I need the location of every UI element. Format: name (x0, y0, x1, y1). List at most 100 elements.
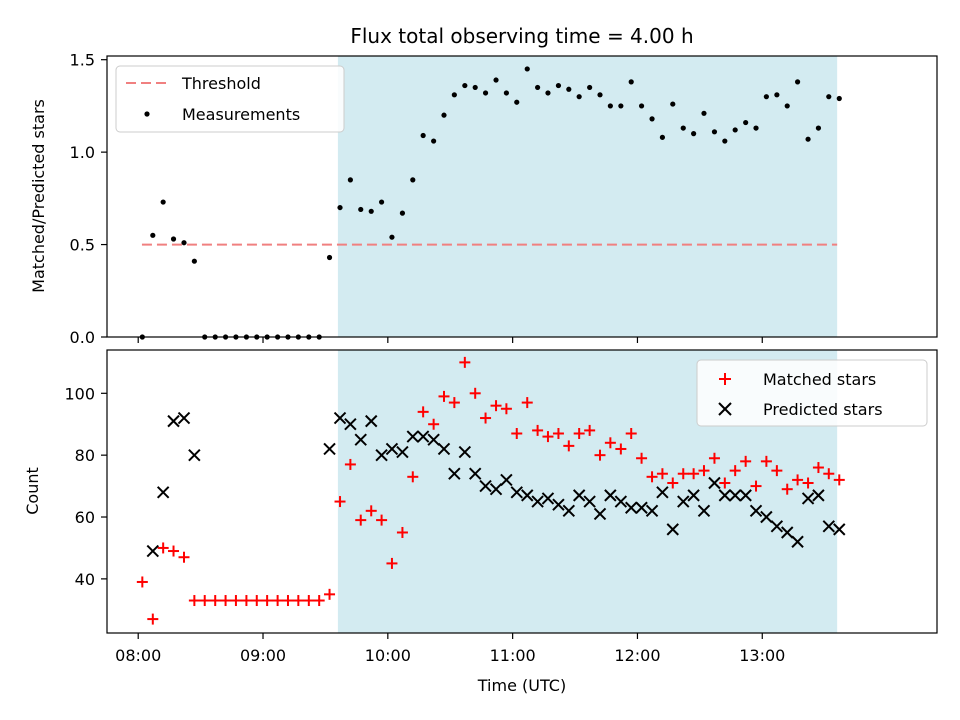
matched-star-point (344, 458, 356, 470)
measurement-point (378, 199, 385, 205)
matched-star-point (719, 477, 731, 489)
top-axis-ticks: 0.0 0.5 1.0 1.5 (70, 51, 763, 347)
predicted-star-point (572, 489, 586, 502)
measurement-point (399, 210, 406, 216)
matched-star-point (636, 452, 648, 464)
threshold-legend-label: Threshold (181, 74, 261, 93)
matched-star-point (667, 477, 679, 489)
predicted-star-point (593, 507, 607, 521)
measurement-point (638, 103, 645, 109)
matched-star-point (292, 595, 304, 607)
matched-star-point (199, 595, 211, 607)
predicted-star-point (468, 467, 482, 480)
x-tick-label: 13:00 (739, 646, 785, 665)
matched-star-point (625, 428, 637, 440)
predicted-star-point (677, 495, 690, 508)
matched-star-point (573, 428, 585, 440)
predicted-star-point (728, 489, 742, 502)
top-y-tick-label: 1.0 (70, 143, 95, 162)
matched-star-point (136, 576, 148, 588)
matched-star-point (771, 465, 783, 477)
measurement-point (524, 66, 530, 72)
predicted-star-point (791, 535, 804, 548)
measurement-point (743, 119, 749, 126)
measurement-point (576, 94, 582, 100)
matched-star-point (147, 613, 159, 625)
measurements-legend-label: Measurements (182, 105, 300, 124)
measurement-point (618, 103, 624, 109)
top-shaded-span (337, 56, 838, 337)
matched-star-point (615, 443, 627, 455)
matched-star-point (812, 462, 824, 474)
measurement-point (358, 206, 364, 213)
matched-star-point (740, 455, 752, 467)
matched-star-point (781, 483, 793, 495)
bottom-y-tick-label: 80 (75, 446, 95, 465)
measurement-point (160, 199, 166, 205)
measurement-point (389, 234, 395, 240)
predicted-star-point (583, 495, 596, 508)
predicted-star-point (645, 504, 659, 518)
matched-star-point (480, 412, 492, 424)
predicted-star-point (489, 482, 503, 496)
matched-star-point (157, 542, 169, 554)
predicted-stars-legend-swatch (718, 402, 732, 416)
measurement-point (337, 204, 343, 211)
top-panel: 0.0 0.5 1.0 1.5 Matched/Predicted stars Thr… (29, 51, 938, 347)
predicted-star-point (708, 476, 721, 490)
matched-star-point (500, 403, 512, 415)
matched-star-point (823, 468, 835, 480)
measurement-point (753, 125, 759, 131)
matched-star-point (240, 595, 252, 607)
predicted-star-point (760, 510, 773, 524)
matched-star-point (417, 406, 429, 418)
predicted-star-point (812, 489, 825, 502)
predicted-star-point (177, 411, 191, 425)
matched-star-point (209, 595, 221, 607)
predicted-star-point (416, 430, 430, 443)
measurement-point (711, 129, 718, 135)
measurement-point (326, 254, 333, 261)
predicted-star-point (562, 504, 576, 518)
measurement-point (431, 138, 437, 144)
top-y-tick-label: 0.5 (70, 236, 95, 255)
matched-star-point (594, 449, 606, 461)
measurement-point (170, 236, 177, 242)
predicted-star-point (458, 445, 472, 459)
matched-star-point (729, 465, 741, 477)
predicted-star-point (656, 486, 669, 499)
matched-stars-legend-label: Matched stars (763, 370, 876, 389)
predicted-star-point (614, 495, 628, 508)
measurement-point (701, 110, 707, 116)
predicted-star-point (510, 486, 523, 499)
measurement-point (628, 79, 634, 85)
matched-star-point (324, 588, 336, 600)
measurement-point (587, 84, 593, 91)
measurement-point (607, 103, 613, 109)
predicted-star-point (479, 479, 492, 493)
matched-star-point (261, 595, 273, 607)
bottom-y-tick-label: 60 (75, 508, 95, 527)
matched-star-point (282, 595, 294, 607)
predicted-stars-points (146, 411, 846, 558)
matched-star-point (833, 474, 845, 486)
measurement-point (462, 82, 468, 89)
top-axes-frame (106, 55, 938, 338)
bottom-legend-box (696, 359, 928, 427)
matched-star-point (656, 468, 668, 480)
predicted-star-point (156, 486, 170, 499)
measurement-point (493, 77, 499, 83)
predicted-star-point (635, 501, 648, 514)
matched-star-point (272, 595, 284, 607)
measurement-point (649, 116, 655, 122)
predicted-star-point (801, 492, 815, 505)
measurement-point (451, 92, 457, 98)
matched-star-point (313, 595, 325, 607)
matched-star-point (230, 595, 242, 607)
predicted-star-point (146, 544, 160, 558)
matched-star-point (521, 397, 533, 409)
bottom-y-tick-label: 40 (75, 570, 95, 589)
matched-stars-points (136, 356, 845, 625)
predicted-star-point (323, 442, 336, 456)
measurement-point (555, 82, 562, 89)
